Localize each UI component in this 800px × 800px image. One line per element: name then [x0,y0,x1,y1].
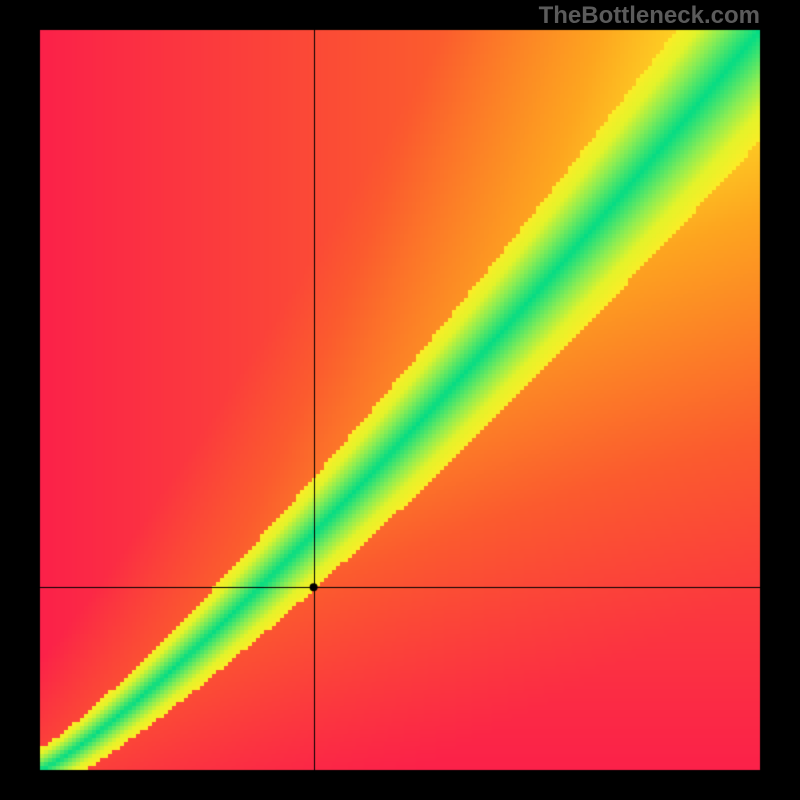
watermark: TheBottleneck.com [539,2,760,30]
bottleneck-heatmap [0,0,800,800]
